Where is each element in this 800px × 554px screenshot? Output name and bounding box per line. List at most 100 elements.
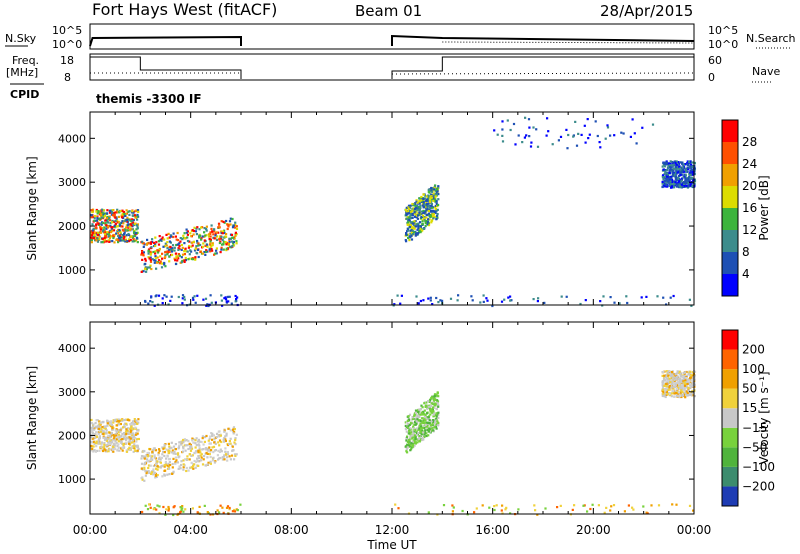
data-cell [120,221,123,224]
data-cell [128,213,131,216]
data-cell [419,431,422,434]
data-cell [213,441,216,444]
data-cell [423,203,426,206]
data-cell [686,392,689,395]
data-cell [423,434,426,437]
data-cell [100,443,103,446]
data-cell [412,231,415,234]
data-cell [417,302,420,305]
data-cell [670,168,673,171]
data-cell [154,243,157,246]
data-cell [223,229,226,232]
data-cell [586,118,589,121]
data-cell [128,419,131,422]
data-cell [170,247,173,250]
data-cell [142,245,145,248]
data-cell [424,419,427,422]
data-cell [222,243,225,246]
data-cell [97,223,101,226]
data-cell [142,251,145,254]
data-cell [588,133,591,136]
data-cell [111,427,114,430]
data-cell [118,428,121,432]
data-cell [130,422,133,425]
data-cell [177,247,180,250]
data-cell [219,240,222,243]
data-cell [160,456,163,459]
data-cell [415,214,418,217]
colorbar-tick-label: 16 [742,201,757,215]
data-cell [103,230,107,233]
data-cell [691,374,695,377]
data-cell [221,230,224,233]
data-cell [679,172,682,175]
data-cell [136,209,140,212]
data-cell [685,390,688,393]
data-cell [146,508,150,511]
data-cell [493,505,496,508]
data-cell [129,238,132,241]
data-cell [194,451,197,454]
data-cell [165,457,168,460]
data-cell [406,446,409,449]
data-cell [666,379,669,382]
data-cell [218,450,221,453]
data-cell [442,504,446,507]
data-cell [207,439,210,442]
data-cell [158,456,161,459]
data-cell [412,434,415,437]
data-cell [229,437,232,440]
data-cell [685,184,688,187]
data-cell [422,214,425,217]
data-cell [428,417,431,421]
data-cell [113,215,116,218]
data-cell [155,467,158,470]
data-cell [136,213,139,217]
data-cell [128,436,131,439]
data-cell [680,382,683,385]
data-cell [157,259,161,262]
data-cell [113,419,116,422]
data-cell [223,454,226,457]
data-cell [685,370,688,374]
data-cell [173,257,176,260]
data-cell [667,166,670,169]
data-cell [690,378,693,382]
data-cell [417,414,420,417]
data-cell [198,505,201,508]
data-cell [586,510,589,513]
data-cell [163,261,166,265]
data-cell [687,179,690,182]
data-cell [101,221,104,225]
data-cell [673,395,676,398]
data-cell [102,432,105,435]
data-cell [111,209,114,212]
data-cell [423,416,427,419]
data-cell [91,231,94,234]
data-cell [434,210,437,213]
data-cell [691,173,694,176]
data-cell [131,429,134,432]
data-cell [672,385,675,388]
data-cell [456,299,459,302]
data-cell [471,299,474,302]
data-cell [168,445,171,448]
data-cell [122,444,125,447]
data-cell [194,301,197,304]
data-cell [204,297,208,300]
data-cell [115,434,118,437]
data-cell [156,249,159,252]
data-cell [102,436,105,439]
data-cell [114,226,117,229]
data-cell [692,377,695,380]
data-cell [92,423,95,426]
data-cell [97,232,100,235]
data-cell [92,450,95,453]
data-cell [665,184,668,187]
data-cell [668,181,671,184]
data-cell [409,444,412,447]
data-cell [116,208,119,211]
data-cell [163,465,166,468]
